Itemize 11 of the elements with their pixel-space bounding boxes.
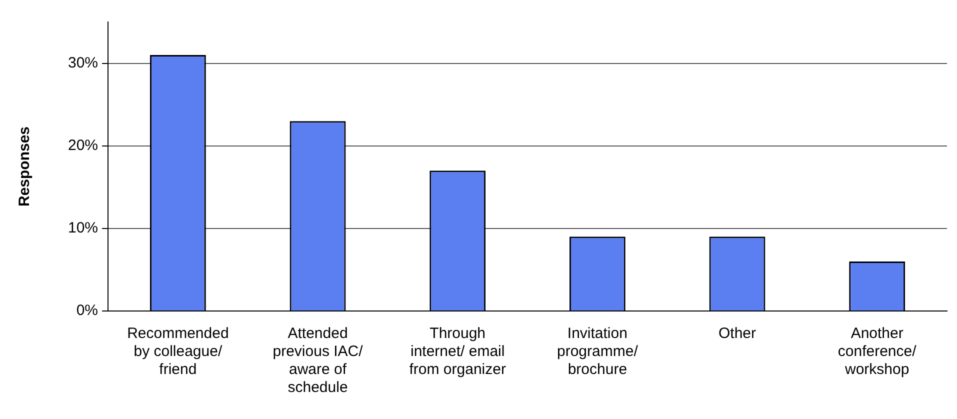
y-tick-label: 0%	[76, 302, 98, 320]
x-tick-label: Invitation programme/ brochure	[556, 325, 639, 378]
x-tick-label: Another conference/ workshop	[838, 325, 918, 378]
y-tick-label: 10%	[68, 220, 98, 237]
x-tick-label: Attended previous IAC/ aware of schedule	[272, 325, 364, 396]
x-tick-label: Recommended by colleague/ friend	[127, 325, 229, 378]
y-tick-label: 20%	[68, 137, 98, 154]
y-axis-title: Responses	[16, 126, 34, 207]
x-tick-label: Through internet/ email from organizer	[409, 325, 506, 378]
x-tick-label: Other	[718, 325, 756, 342]
y-tick-label: 30%	[68, 54, 98, 72]
